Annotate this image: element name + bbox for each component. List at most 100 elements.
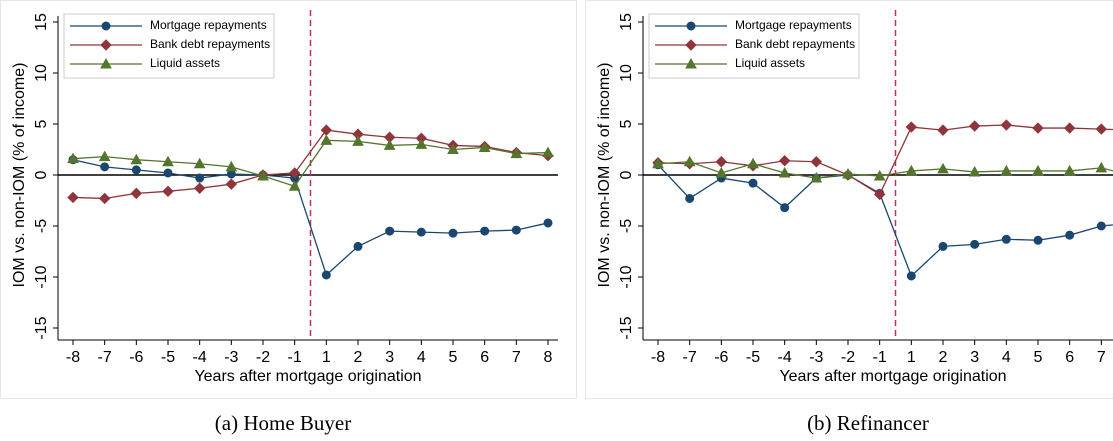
series-line <box>657 124 1113 196</box>
legend-label: Mortgage repayments <box>735 18 852 32</box>
y-tick-label: -10 <box>33 265 50 288</box>
marker <box>1095 161 1108 173</box>
marker <box>385 226 395 236</box>
marker <box>686 21 696 31</box>
marker <box>98 150 111 162</box>
marker <box>685 193 695 203</box>
marker <box>1095 123 1108 135</box>
x-tick-label: -3 <box>224 349 238 366</box>
x-tick-label: -5 <box>161 349 175 366</box>
marker <box>67 152 79 164</box>
caption: (a) Home Buyer <box>215 411 351 435</box>
y-tick-label: 5 <box>618 119 635 128</box>
marker <box>905 121 918 133</box>
x-tick-label: -4 <box>778 349 792 366</box>
marker <box>778 155 791 167</box>
panel-frame <box>0 0 577 399</box>
marker <box>320 124 333 136</box>
series-line <box>72 139 549 187</box>
marker <box>320 134 333 145</box>
x-tick-label: 7 <box>1097 349 1106 366</box>
marker <box>1065 230 1075 240</box>
x-tick-label: 1 <box>322 349 331 366</box>
y-tick-label: -15 <box>33 316 50 339</box>
marker <box>683 155 696 167</box>
y-tick-label: -10 <box>618 265 635 288</box>
x-tick-label: -2 <box>841 349 855 366</box>
marker <box>448 228 458 238</box>
y-tick-label: 15 <box>618 13 635 31</box>
panel: -15-10-5051015-8-7-6-5-4-3-2-112345678Ye… <box>585 0 1113 435</box>
marker <box>542 146 554 158</box>
y-tick-label: 0 <box>33 170 50 179</box>
marker <box>685 57 697 69</box>
marker <box>747 157 759 169</box>
marker <box>1000 119 1013 131</box>
marker <box>1063 164 1076 176</box>
x-tick-label: -1 <box>288 349 302 366</box>
y-tick-label: 0 <box>618 170 635 179</box>
marker <box>288 180 301 191</box>
caption: (b) Refinancer <box>807 411 929 435</box>
marker <box>478 141 491 152</box>
legend-label: Liquid assets <box>735 56 805 70</box>
legend-label: Bank debt repayments <box>735 37 855 51</box>
x-tick-label: 6 <box>1065 349 1074 366</box>
x-tick-label: -7 <box>98 349 112 366</box>
marker <box>1032 122 1044 134</box>
marker <box>193 157 206 169</box>
marker <box>67 191 79 204</box>
panel-frame <box>585 0 1113 399</box>
marker <box>288 167 301 179</box>
marker <box>131 165 141 175</box>
marker <box>163 168 173 178</box>
series-line <box>72 159 549 277</box>
x-tick-label: -8 <box>66 349 80 366</box>
marker <box>970 239 980 249</box>
y-tick-label: 10 <box>33 64 50 82</box>
marker <box>873 169 886 181</box>
series-line <box>657 164 1113 278</box>
marker <box>968 165 981 177</box>
x-tick-label: 4 <box>417 349 426 366</box>
marker <box>685 39 697 51</box>
marker <box>1096 221 1106 231</box>
marker <box>810 156 823 168</box>
marker <box>715 156 728 168</box>
marker <box>130 187 143 200</box>
x-tick-label: -4 <box>193 349 207 366</box>
x-tick-label: 2 <box>939 349 948 366</box>
series-line <box>657 161 1113 179</box>
y-tick-label: 10 <box>618 64 635 82</box>
legend-frame <box>63 13 275 79</box>
marker <box>225 160 238 172</box>
marker <box>968 120 981 132</box>
x-tick-label: 6 <box>480 349 489 366</box>
marker <box>415 138 428 149</box>
legend-label: Bank debt repayments <box>150 37 270 51</box>
marker <box>100 39 112 51</box>
x-tick-label: 8 <box>544 349 553 366</box>
marker <box>873 188 886 201</box>
y-tick-label: 15 <box>33 13 50 31</box>
marker <box>480 226 490 236</box>
marker <box>937 124 949 136</box>
marker <box>98 192 111 205</box>
x-tick-label: 7 <box>512 349 521 366</box>
marker <box>1032 164 1044 176</box>
x-tick-label: -5 <box>746 349 760 366</box>
marker <box>780 203 790 213</box>
marker <box>543 218 553 228</box>
x-tick-label: 5 <box>449 349 458 366</box>
x-tick-label: 4 <box>1002 349 1011 366</box>
marker <box>937 162 949 174</box>
marker <box>195 173 205 183</box>
y-axis-title: IOM vs. non-IOM (% of income) <box>596 63 613 288</box>
x-tick-label: -3 <box>809 349 823 366</box>
marker <box>1033 235 1043 245</box>
marker <box>1000 164 1013 176</box>
x-axis-title: Years after mortgage origination <box>194 368 421 385</box>
marker <box>193 182 206 194</box>
marker <box>100 57 112 69</box>
